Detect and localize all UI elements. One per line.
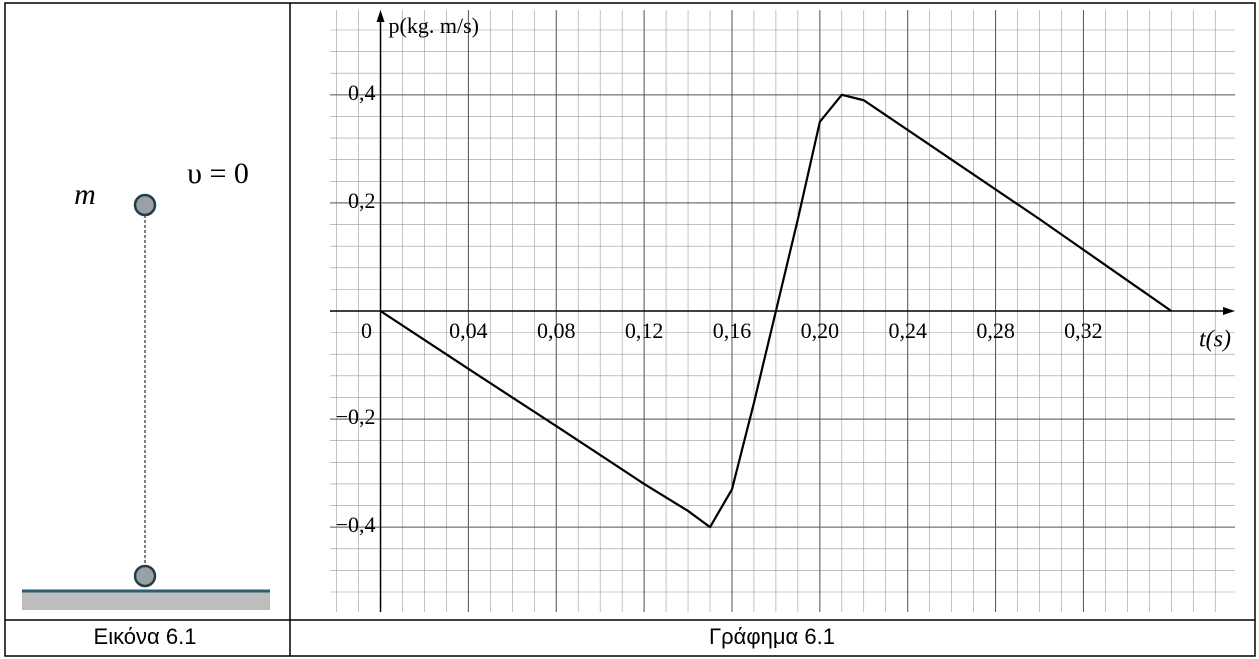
x-tick-label: 0,08 [537, 318, 576, 343]
ground [22, 592, 270, 610]
chart-caption: Γράφημα 6.1 [709, 624, 835, 649]
y-axis-label: p(kg. m/s) [389, 13, 479, 38]
mass-label: m [74, 178, 96, 211]
figure-caption: Εικόνα 6.1 [94, 624, 197, 649]
x-axis-label: t(s) [1199, 327, 1231, 353]
y-tick-label: 0,4 [348, 80, 376, 105]
y-tick-label: −0,2 [336, 404, 376, 429]
x-tick-label: 0,20 [801, 318, 840, 343]
y-tick-label: 0,2 [348, 188, 376, 213]
ball-bottom [133, 564, 157, 588]
plot: p(kg. m/s) t(s) 0 0,04 0,08 0,12 0,16 0,20 0,24 0… [330, 10, 1235, 612]
x-tick-label: 0,28 [976, 318, 1015, 343]
x-tick-label: 0,16 [713, 318, 752, 343]
x-tick-label: 0,24 [888, 318, 927, 343]
x-tick-label: 0,04 [449, 318, 488, 343]
x-arrow [1223, 307, 1235, 315]
data-line [379, 93, 1172, 529]
velocity-label: υ = 0 [187, 157, 249, 190]
ball-top [133, 193, 157, 217]
y-arrow [376, 10, 385, 22]
origin-label: 0 [361, 318, 372, 343]
y-tick-label: −0,4 [336, 512, 376, 537]
frame [4, 2, 1256, 657]
x-tick-label: 0,12 [625, 318, 664, 343]
x-tick-label: 0,32 [1064, 318, 1103, 343]
